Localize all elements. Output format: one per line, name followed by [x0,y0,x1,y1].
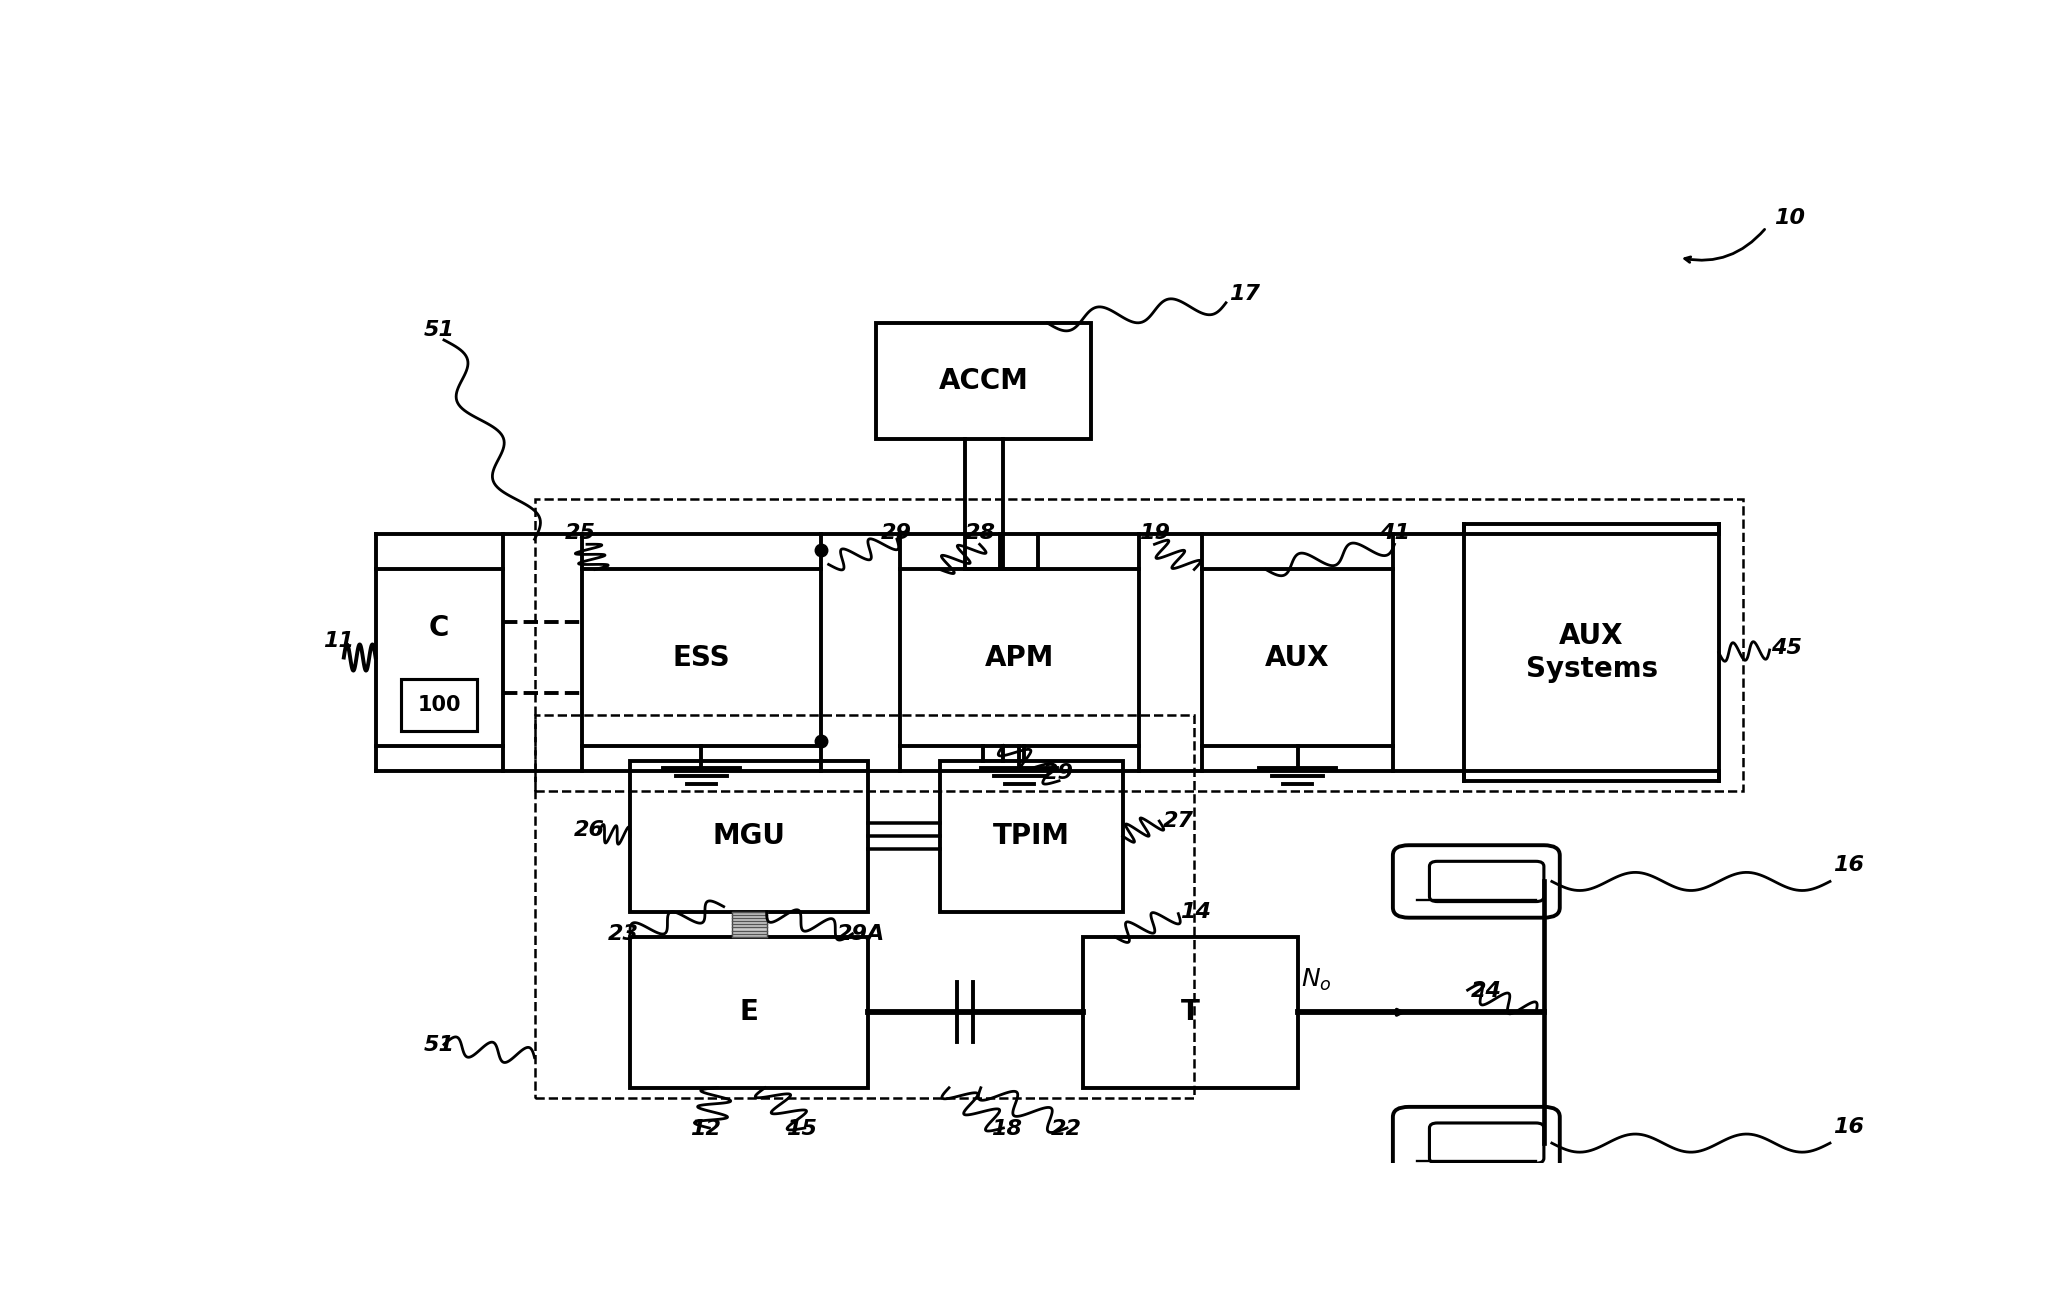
Text: 45: 45 [1772,638,1803,657]
Bar [630,761,868,912]
Text: C: C [429,613,449,642]
Text: 23: 23 [607,924,638,944]
Text: E: E [740,999,759,1026]
Text: 29A: 29A [837,924,884,944]
Text: 29: 29 [1044,763,1075,783]
Bar [402,678,478,732]
Text: APM: APM [984,643,1054,672]
Text: 51: 51 [423,1035,453,1055]
Text: 15: 15 [786,1119,816,1140]
Bar [375,570,502,745]
Text: ESS: ESS [673,643,730,672]
Text: 14: 14 [1179,902,1210,921]
Bar [939,761,1122,912]
Bar [535,715,1194,1098]
Text: 26: 26 [574,821,605,840]
Text: 19: 19 [1138,523,1169,544]
Text: 22: 22 [1050,1119,1083,1140]
Text: AUX
Systems: AUX Systems [1526,622,1657,682]
Text: 100: 100 [418,695,461,715]
Bar [1083,937,1298,1087]
Text: ACCM: ACCM [939,367,1028,395]
Text: 16: 16 [1834,1117,1864,1137]
Text: 17: 17 [1229,284,1259,303]
Text: 16: 16 [1834,855,1864,876]
Bar [535,499,1743,791]
Text: 51: 51 [423,320,453,340]
Text: 10: 10 [1774,208,1805,229]
Bar [876,323,1091,439]
FancyBboxPatch shape [1430,861,1544,902]
Bar [900,570,1138,745]
Text: 41: 41 [1378,523,1409,544]
Text: T: T [1181,999,1200,1026]
Bar [582,570,820,745]
FancyBboxPatch shape [1393,846,1561,918]
FancyBboxPatch shape [1393,1107,1561,1179]
Text: MGU: MGU [712,822,786,850]
Text: AUX: AUX [1265,643,1329,672]
Bar [732,912,767,937]
Text: 18: 18 [991,1119,1021,1140]
Text: TPIM: TPIM [993,822,1071,850]
Text: 11: 11 [324,631,355,651]
Bar [630,937,868,1087]
Text: 24: 24 [1471,982,1501,1001]
Text: 28: 28 [966,523,997,544]
FancyBboxPatch shape [1430,1123,1544,1163]
Bar [1202,570,1393,745]
Text: 29: 29 [882,523,913,544]
Text: $N_o$: $N_o$ [1300,967,1331,993]
Text: 12: 12 [691,1119,722,1140]
Text: 25: 25 [564,523,595,544]
Text: 27: 27 [1163,812,1194,831]
Bar [1464,524,1719,780]
